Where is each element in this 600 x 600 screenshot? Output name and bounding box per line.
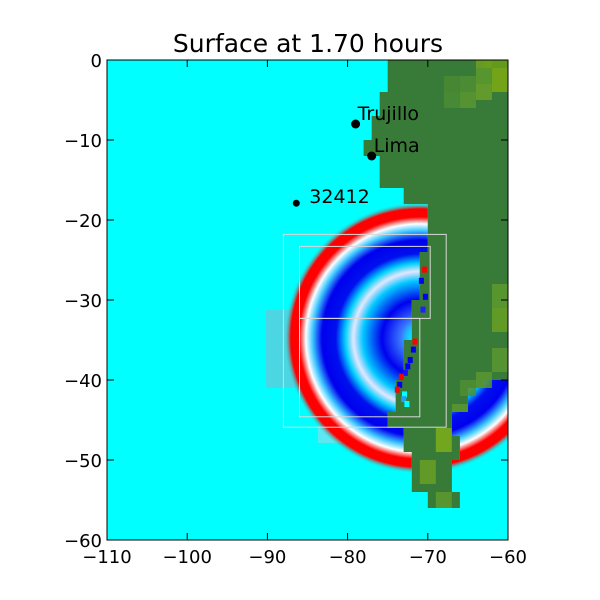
coastal-wave-dot [397, 381, 403, 388]
coastal-wave-dot [402, 369, 408, 376]
coastal-wave-dot [407, 357, 413, 363]
refinement-regions [282, 233, 447, 428]
highland-patch [443, 76, 460, 92]
y-tick-label: −50 [64, 451, 102, 472]
coastal-wave-dot [422, 293, 428, 300]
highland-patch [483, 60, 508, 68]
coastal-wave-dot [405, 363, 411, 370]
highland-patch [459, 92, 476, 108]
highland-patch [475, 68, 492, 84]
plot-area: Trujillo Lima 32412 [107, 60, 508, 540]
chart-title: Surface at 1.70 hours [173, 29, 443, 58]
city-marker [351, 119, 361, 129]
y-tick-label: −10 [64, 131, 102, 152]
highland-patch [459, 76, 476, 92]
highland-patch [475, 372, 492, 388]
coastal-wave-dot [412, 338, 418, 345]
highlands [419, 60, 508, 508]
y-tick-label: 0 [91, 51, 102, 72]
x-tick-label: −60 [489, 547, 527, 568]
highland-patch [419, 460, 436, 484]
highland-patch [459, 380, 476, 396]
highland-patch [492, 348, 508, 372]
coastal-wave-dot [422, 266, 428, 273]
y-axis: 0 −10 −20 −30 −40 −50 −60 [64, 51, 508, 552]
gauge-marker [292, 199, 300, 207]
refinement-region [282, 233, 447, 428]
refinement-region [299, 317, 421, 418]
coastal-wave-dots [394, 266, 428, 407]
y-tick-label: −40 [64, 371, 102, 392]
highland-patch [451, 404, 468, 412]
highland-patch [443, 92, 460, 108]
highland-patch [492, 284, 508, 308]
x-tick-label: −90 [248, 547, 286, 568]
coastal-wave-dot [394, 386, 400, 393]
highland-patch [475, 84, 492, 100]
gauge-label: 32412 [309, 186, 369, 208]
coastal-wave-dot [404, 401, 410, 407]
coastal-wave-dot [401, 396, 407, 403]
y-tick-label: −60 [64, 531, 102, 552]
city-marker [367, 151, 377, 161]
coastal-wave-dot [402, 391, 407, 398]
coastal-wave-dot [398, 373, 404, 380]
coastal-wave-dot [410, 346, 416, 353]
land [363, 60, 508, 508]
highland-patch [435, 428, 452, 452]
coastal-wave-dot [418, 277, 424, 284]
coastal-wave-dot [420, 306, 426, 313]
highland-patch [492, 68, 508, 92]
highland-patch [492, 308, 508, 332]
city-label: Lima [374, 135, 420, 157]
locations: Trujillo Lima 32412 [292, 103, 420, 208]
city-label: Trujillo [357, 103, 419, 125]
y-tick-label: −20 [64, 211, 102, 232]
x-tick-label: −80 [329, 547, 367, 568]
x-tick-label: −70 [409, 547, 447, 568]
highland-patch [435, 492, 452, 508]
x-axis: −110 −100 −90 −80 −70 −60 [82, 60, 527, 568]
x-tick-label: −100 [162, 547, 211, 568]
y-tick-label: −30 [64, 291, 102, 312]
x-tick-label: −110 [82, 547, 131, 568]
